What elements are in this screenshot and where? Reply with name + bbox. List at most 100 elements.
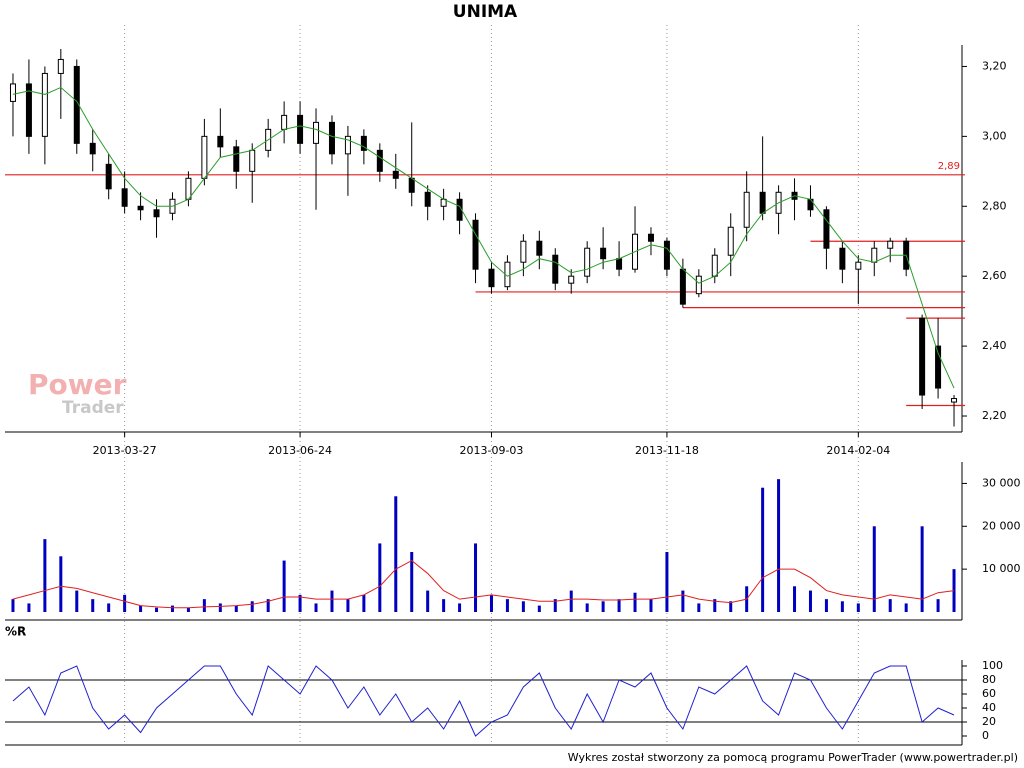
candle-body <box>663 240 670 270</box>
bar <box>505 599 509 612</box>
bar <box>713 599 717 612</box>
y-tick-label: 2,80 <box>982 199 1007 212</box>
candle-body <box>153 209 160 218</box>
candle-body <box>711 254 718 277</box>
bar <box>170 605 174 612</box>
bar <box>442 599 446 612</box>
bar <box>346 599 350 612</box>
candle-body <box>105 163 112 190</box>
bar <box>856 603 860 612</box>
candle-body <box>568 275 575 284</box>
candle-body <box>9 83 16 102</box>
bar <box>904 603 908 612</box>
candle-body <box>328 121 335 155</box>
bar <box>601 601 605 612</box>
candle-body <box>472 219 479 270</box>
bar <box>410 552 414 612</box>
candle-body <box>887 240 894 249</box>
bar <box>218 603 222 612</box>
bar <box>936 599 940 612</box>
bar <box>537 605 541 612</box>
y-tick-label: 3,20 <box>982 59 1007 72</box>
bar <box>43 539 47 612</box>
bar <box>139 605 143 612</box>
y-tick-label: 30 000 <box>982 476 1021 489</box>
bar <box>474 543 478 612</box>
y-tick-label: 40 <box>982 701 996 714</box>
x-tick-label: 2014-02-04 <box>826 444 890 457</box>
candle-body <box>855 261 862 270</box>
x-tick-label: 2013-03-27 <box>93 444 157 457</box>
y-tick-label: 2,60 <box>982 269 1007 282</box>
bar <box>234 605 238 612</box>
watermark: Power <box>28 368 127 401</box>
y-tick-label: 80 <box>982 673 996 686</box>
candle-body <box>727 226 734 256</box>
y-tick-label: 100 <box>982 659 1003 672</box>
chart-title: UNIMA <box>453 2 518 22</box>
candle-body <box>360 135 367 151</box>
candle-body <box>488 268 495 288</box>
candle-body <box>217 135 224 148</box>
candle-body <box>313 121 320 144</box>
bar <box>59 556 63 612</box>
candle-body <box>408 177 415 193</box>
bar <box>665 552 669 612</box>
bar <box>585 603 589 612</box>
candle-body <box>759 191 766 214</box>
candle-body <box>392 170 399 179</box>
candle-body <box>41 72 48 137</box>
candle-body <box>249 149 256 172</box>
bar <box>378 543 382 612</box>
y-tick-label: 20 <box>982 715 996 728</box>
bar <box>458 603 462 612</box>
candle-body <box>536 240 543 256</box>
bar <box>649 599 653 612</box>
candle-body <box>344 135 351 155</box>
x-tick-label: 2013-11-18 <box>635 444 699 457</box>
candle-body <box>951 398 958 403</box>
bar <box>11 599 15 612</box>
y-tick-label: 0 <box>982 729 989 742</box>
candle-body <box>871 247 878 263</box>
y-tick-label: 2,40 <box>982 339 1007 352</box>
candle-body <box>600 247 607 260</box>
candle-body <box>281 114 288 130</box>
y-tick-label: 20 000 <box>982 519 1021 532</box>
bar <box>426 590 430 612</box>
candle-body <box>584 247 591 277</box>
watermark: Trader <box>62 398 124 418</box>
candle-body <box>695 275 702 295</box>
bar <box>808 590 812 612</box>
bar <box>394 496 398 612</box>
candle-body <box>25 83 32 137</box>
bar <box>840 601 844 612</box>
bar <box>298 594 302 612</box>
level-label: 2,89 <box>938 161 960 172</box>
candle-body <box>185 177 192 200</box>
bar <box>266 599 270 612</box>
candle-body <box>647 233 654 242</box>
bar <box>107 603 111 612</box>
x-tick-label: 2013-09-03 <box>460 444 524 457</box>
x-tick-label: 2013-06-24 <box>268 444 332 457</box>
y-tick-label: 10 000 <box>982 562 1021 575</box>
candle-body <box>57 58 64 74</box>
y-tick-label: 60 <box>982 687 996 700</box>
bar <box>250 601 254 612</box>
bar <box>362 594 366 612</box>
candle-body <box>839 247 846 270</box>
bar <box>186 607 190 612</box>
overlay-line <box>12 559 955 609</box>
bar <box>824 599 828 612</box>
bar <box>569 590 573 612</box>
candle-body <box>935 345 942 389</box>
bar <box>888 599 892 612</box>
candle-body <box>376 149 383 172</box>
bar <box>155 607 159 612</box>
bar <box>27 603 31 612</box>
y-tick-label: 2,20 <box>982 409 1007 422</box>
bar <box>793 586 797 612</box>
